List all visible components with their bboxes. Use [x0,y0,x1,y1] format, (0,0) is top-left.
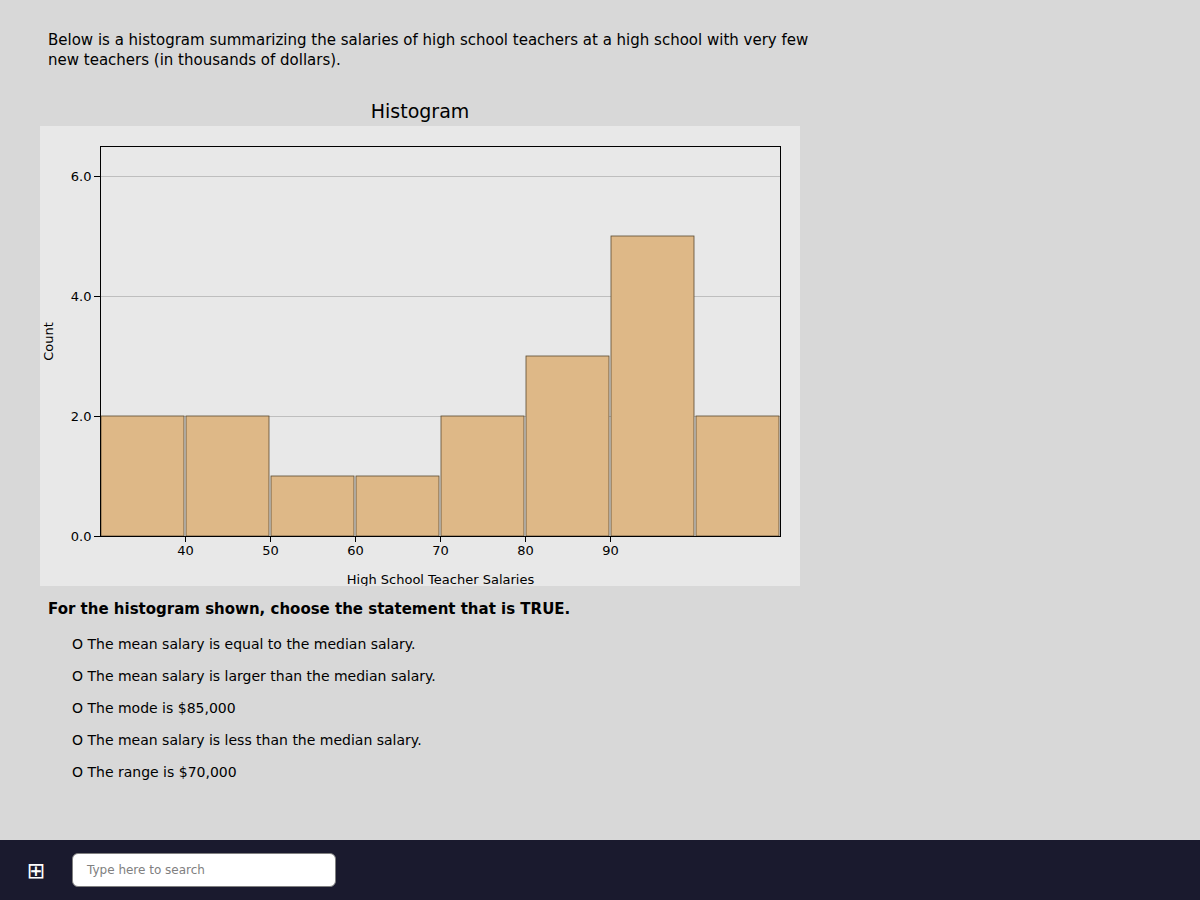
svg-text:Count: Count [41,322,56,361]
svg-text:High School Teacher Salaries: High School Teacher Salaries [347,572,535,587]
html-text:O The mean salary is equal to: O The mean salary is equal to the median… [72,636,416,652]
html-text:Histogram: Histogram [370,100,470,122]
html-text:Type here to search: Type here to search [87,863,205,877]
svg-text:80: 80 [517,543,534,558]
svg-text:90: 90 [602,543,619,558]
html-text:O The range is $70,000: O The range is $70,000 [72,764,237,780]
svg-text:50: 50 [262,543,279,558]
svg-text:4.0: 4.0 [71,289,92,304]
svg-text:6.0: 6.0 [71,169,92,184]
svg-text:2.0: 2.0 [71,409,92,424]
svg-text:60: 60 [347,543,364,558]
svg-text:70: 70 [432,543,449,558]
html-text:For the histogram shown, choos: For the histogram shown, choose the stat… [48,600,571,618]
html-text:O The mode is $85,000: O The mode is $85,000 [72,700,236,716]
svg-text:40: 40 [177,543,194,558]
html-text:Below is a histogram summarizi: Below is a histogram summarizing the sal… [48,31,809,70]
html-text:O The mean salary is less than: O The mean salary is less than the media… [72,732,422,748]
svg-text:0.0: 0.0 [71,529,92,544]
html-text:O The mean salary is larger th: O The mean salary is larger than the med… [72,668,436,684]
